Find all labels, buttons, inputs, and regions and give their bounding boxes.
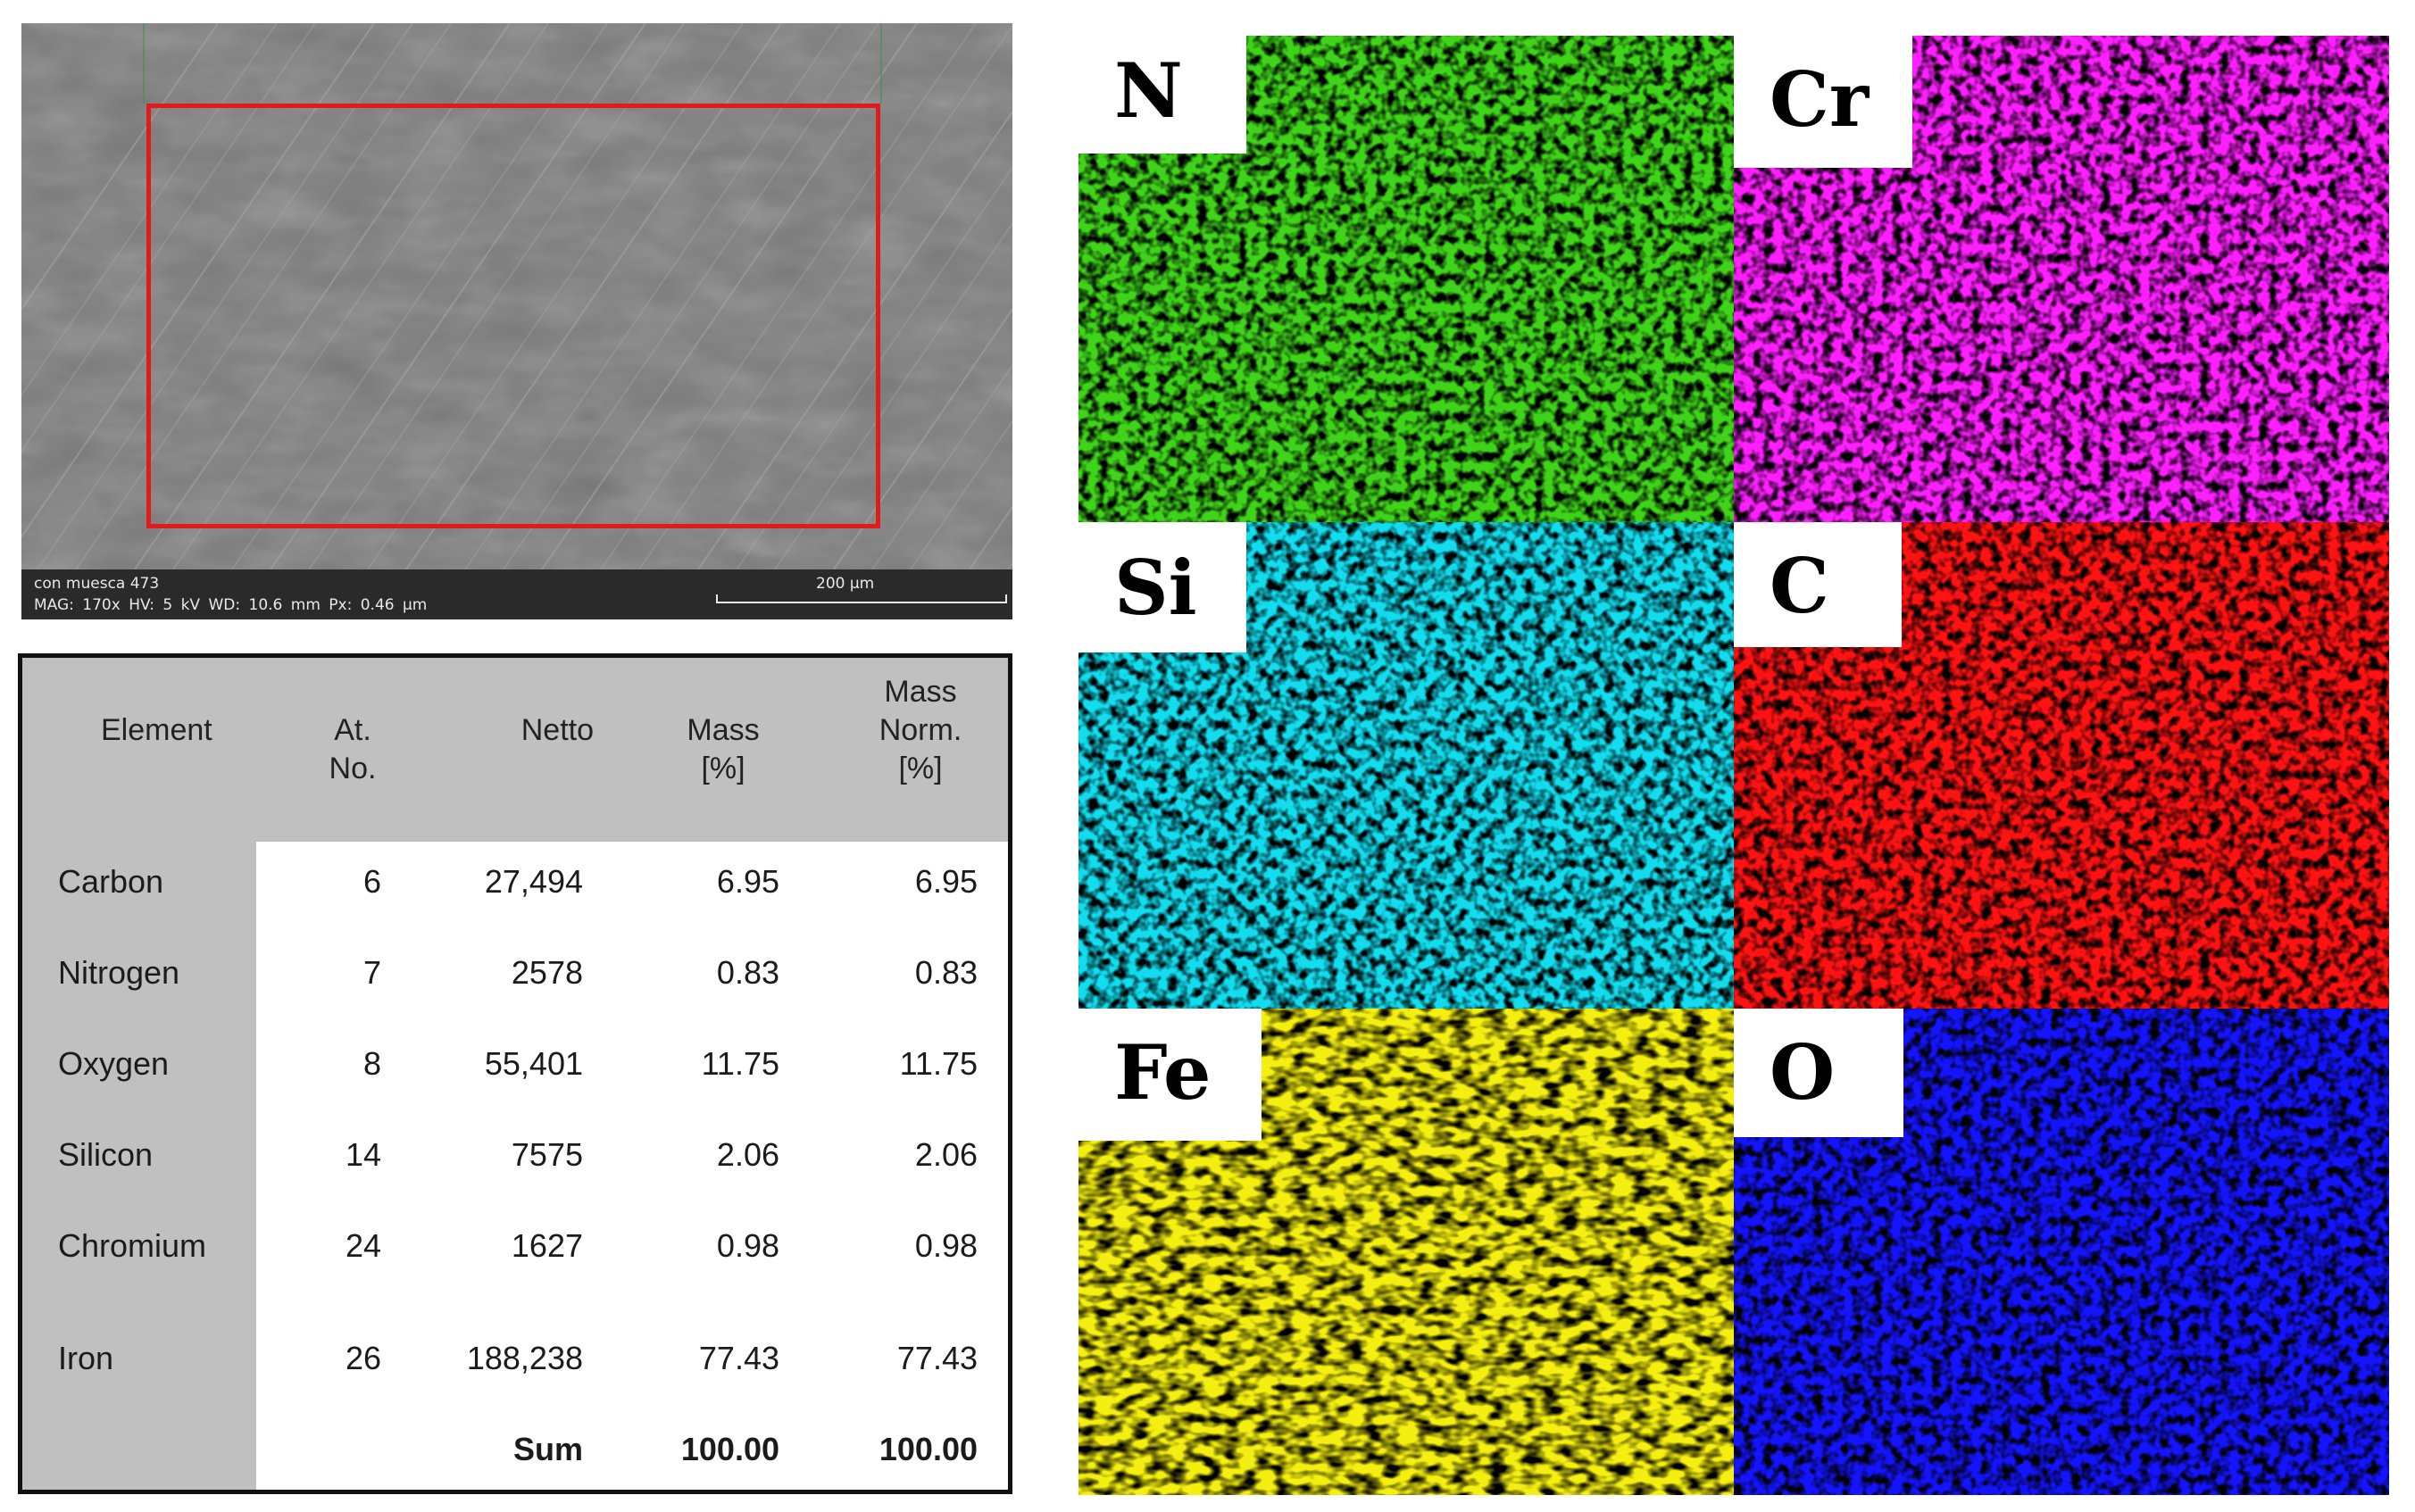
map-label-n: N bbox=[1078, 36, 1246, 154]
sem-parameters: MAG: 170x HV: 5 kV WD: 10.6 mm Px: 0.46 … bbox=[34, 596, 428, 614]
element-map-fe: Fe bbox=[1078, 1009, 1734, 1495]
eds-quantification-table: Element At. No. Netto Mass [%] Mass Norm… bbox=[18, 653, 1012, 1494]
map-label-o: O bbox=[1734, 1009, 1903, 1137]
map-label-fe: Fe bbox=[1078, 1009, 1262, 1141]
cell-element: Oxygen bbox=[58, 1045, 170, 1082]
cell-mass-norm: 11.75 bbox=[899, 1045, 978, 1082]
sum-mass: 100.00 bbox=[680, 1431, 779, 1467]
header-at-no: At. No. bbox=[329, 713, 377, 785]
element-map-cr: Cr bbox=[1734, 36, 2389, 522]
sum-mass-norm: 100.00 bbox=[879, 1431, 978, 1467]
cell-element: Iron bbox=[58, 1340, 114, 1376]
sem-micrograph: con muesca 473 MAG: 170x HV: 5 kV WD: 10… bbox=[21, 23, 1012, 619]
cell-element: Nitrogen bbox=[58, 954, 180, 991]
table-element-column-background bbox=[22, 842, 256, 1490]
map-label-c: C bbox=[1734, 522, 1902, 647]
guide-line-right bbox=[880, 23, 882, 104]
element-map-o: O bbox=[1734, 1009, 2389, 1495]
scale-bar-label: 200 µm bbox=[816, 575, 875, 593]
cell-mass: 11.75 bbox=[701, 1045, 779, 1082]
cell-netto: 7575 bbox=[511, 1136, 583, 1173]
cell-mass-norm: 0.83 bbox=[914, 954, 978, 991]
cell-at-no: 8 bbox=[362, 1045, 381, 1082]
map-cr-image bbox=[1734, 36, 2389, 522]
cell-element: Chromium bbox=[58, 1227, 207, 1264]
element-map-c: C bbox=[1734, 522, 2389, 1009]
sem-surface-image bbox=[21, 23, 1012, 569]
cell-mass: 0.83 bbox=[716, 954, 779, 991]
cell-mass-norm: 2.06 bbox=[914, 1136, 978, 1173]
cell-netto: 2578 bbox=[511, 954, 583, 991]
header-element: Element bbox=[101, 713, 212, 747]
sem-info-bar: con muesca 473 MAG: 170x HV: 5 kV WD: 10… bbox=[21, 569, 1012, 619]
element-map-n: N bbox=[1078, 36, 1734, 522]
cell-netto: 1627 bbox=[511, 1227, 583, 1264]
sem-sample-name: con muesca 473 bbox=[34, 575, 160, 593]
cell-mass: 77.43 bbox=[698, 1340, 779, 1376]
header-mass-norm: Mass Norm. [%] bbox=[879, 675, 962, 785]
table-header-background bbox=[22, 658, 1008, 842]
cell-netto: 27,494 bbox=[484, 863, 583, 900]
map-n-image bbox=[1078, 36, 1734, 522]
cell-netto: 188,238 bbox=[466, 1340, 583, 1376]
cell-at-no: 6 bbox=[362, 863, 381, 900]
map-label-cr: Cr bbox=[1734, 36, 1912, 168]
header-mass: Mass [%] bbox=[687, 713, 760, 785]
scale-bar bbox=[716, 594, 1007, 603]
cell-at-no: 14 bbox=[345, 1136, 381, 1173]
cell-mass: 2.06 bbox=[716, 1136, 779, 1173]
cell-mass: 0.98 bbox=[716, 1227, 779, 1264]
sum-label: Sum bbox=[512, 1431, 583, 1467]
cell-mass: 6.95 bbox=[716, 863, 779, 900]
map-label-si: Si bbox=[1078, 522, 1246, 652]
cell-element: Silicon bbox=[58, 1136, 154, 1173]
element-map-si: Si bbox=[1078, 522, 1734, 1009]
cell-netto: 55,401 bbox=[484, 1045, 583, 1082]
cell-at-no: 24 bbox=[345, 1227, 381, 1264]
cell-mass-norm: 6.95 bbox=[914, 863, 978, 900]
guide-line-left bbox=[143, 23, 145, 104]
cell-at-no: 26 bbox=[345, 1340, 381, 1376]
cell-element: Carbon bbox=[58, 863, 164, 900]
cell-at-no: 7 bbox=[362, 954, 381, 991]
header-netto: Netto bbox=[520, 713, 594, 747]
roi-rectangle bbox=[146, 104, 880, 528]
cell-mass-norm: 77.43 bbox=[896, 1340, 978, 1376]
cell-mass-norm: 0.98 bbox=[914, 1227, 978, 1264]
